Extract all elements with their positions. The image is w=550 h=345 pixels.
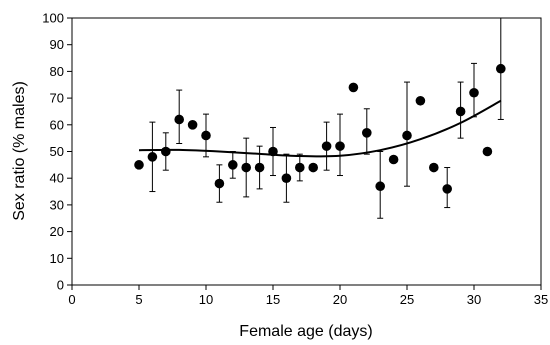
data-point	[187, 120, 198, 130]
y-tick-label: 90	[50, 37, 64, 52]
plot-frame	[71, 17, 542, 286]
x-tick-label: 35	[534, 292, 548, 307]
data-point	[134, 160, 144, 170]
data-point	[415, 95, 426, 106]
x-tick-label: 20	[333, 292, 347, 307]
y-tick-label: 60	[50, 117, 64, 132]
data-point	[201, 130, 211, 141]
y-axis-title: Sex ratio (% males)	[11, 81, 28, 221]
y-tick-label: 30	[50, 197, 64, 212]
data-point	[308, 162, 319, 173]
y-tick-label: 80	[50, 64, 64, 79]
data-point	[348, 82, 359, 93]
data-point	[375, 181, 386, 192]
data-point	[295, 162, 305, 173]
data-point	[362, 128, 372, 138]
x-tick-label: 0	[68, 292, 75, 307]
data-point	[442, 184, 453, 194]
y-axis-ticks: 0 10 20 30 40 50 60 70 80 90 100	[42, 11, 72, 293]
trend-line	[138, 99, 502, 158]
x-tick-label: 25	[400, 292, 414, 307]
data-point	[388, 154, 399, 165]
data-point	[161, 146, 171, 157]
data-point	[254, 162, 265, 173]
x-tick-label: 10	[199, 292, 213, 307]
y-tick-label: 40	[50, 171, 64, 186]
data-point	[174, 114, 184, 125]
data-point	[335, 141, 345, 151]
y-tick-label: 0	[57, 278, 64, 293]
y-tick-label: 50	[50, 144, 64, 159]
x-tick-label: 5	[135, 292, 142, 307]
data-point	[228, 160, 238, 170]
data-point	[402, 130, 412, 141]
data-point	[268, 146, 278, 157]
x-axis-title: Female age (days)	[239, 323, 372, 340]
y-tick-label: 100	[42, 11, 64, 26]
x-tick-label: 15	[266, 292, 280, 307]
data-point	[496, 63, 506, 74]
data-point	[281, 173, 292, 183]
data-point	[429, 162, 439, 173]
y-tick-label: 70	[50, 91, 64, 106]
data-point	[469, 87, 479, 98]
y-tick-label: 20	[50, 224, 64, 239]
x-axis-ticks: 0 5 10 15 20 25 30 35	[68, 285, 548, 307]
data-point	[482, 146, 493, 157]
data-point	[214, 178, 225, 189]
data-point	[455, 106, 466, 117]
y-tick-label: 10	[50, 251, 64, 266]
data-points	[134, 63, 506, 194]
data-point	[241, 162, 251, 173]
data-point	[321, 141, 332, 151]
x-tick-label: 30	[467, 292, 481, 307]
data-point	[147, 152, 158, 162]
